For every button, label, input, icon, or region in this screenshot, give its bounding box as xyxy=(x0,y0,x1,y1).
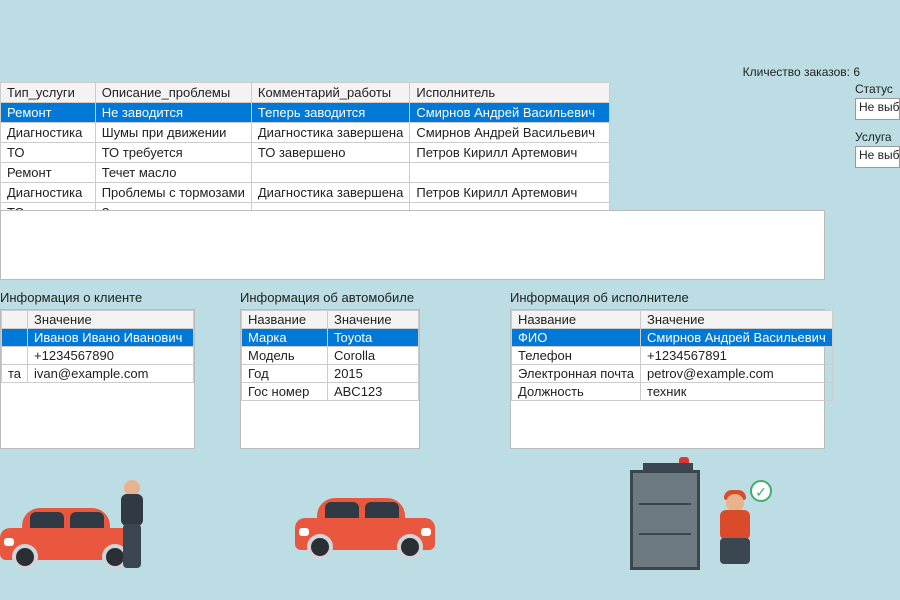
orders-count-label: Кличество заказов: 6 xyxy=(743,65,860,79)
column-header[interactable]: Название xyxy=(242,311,328,329)
cell[interactable]: +1234567890 xyxy=(28,347,194,365)
cell[interactable]: Должность xyxy=(512,383,641,401)
cell[interactable]: Диагностика xyxy=(1,123,96,143)
column-header[interactable]: Значение xyxy=(641,311,833,329)
cell[interactable]: Гос номер xyxy=(242,383,328,401)
cell[interactable]: Петров Кирилл Артемович xyxy=(410,183,610,203)
column-header[interactable]: Значение xyxy=(28,311,194,329)
cell[interactable] xyxy=(2,347,28,365)
orders-row[interactable]: ДиагностикаШумы при движенииДиагностика … xyxy=(1,123,610,143)
cell[interactable] xyxy=(2,329,28,347)
cell[interactable]: 2015 xyxy=(327,365,418,383)
cell[interactable]: petrov@example.com xyxy=(641,365,833,383)
spacer-panel xyxy=(0,210,825,280)
cell[interactable]: ФИО xyxy=(512,329,641,347)
cell[interactable]: Смирнов Андрей Васильевич xyxy=(641,329,833,347)
client-row[interactable]: Иванов Ивано Иванович xyxy=(2,329,194,347)
cell[interactable]: Электронная почта xyxy=(512,365,641,383)
column-header[interactable]: Исполнитель xyxy=(410,83,610,103)
cell[interactable]: Toyota xyxy=(327,329,418,347)
cell[interactable]: Теперь заводится xyxy=(251,103,409,123)
car-row[interactable]: МодельCorolla xyxy=(242,347,419,365)
executor-row[interactable]: Электронная почтаpetrov@example.com xyxy=(512,365,833,383)
column-header[interactable]: Тип_услуги xyxy=(1,83,96,103)
column-header[interactable]: Значение xyxy=(327,311,418,329)
column-header[interactable] xyxy=(2,311,28,329)
cell[interactable]: техник xyxy=(641,383,833,401)
car-info-title: Информация об автомобиле xyxy=(240,290,420,305)
cell[interactable]: ТО завершено xyxy=(251,143,409,163)
cell[interactable]: Течет масло xyxy=(95,163,251,183)
column-header[interactable]: Описание_проблемы xyxy=(95,83,251,103)
cell[interactable]: Иванов Ивано Иванович xyxy=(28,329,194,347)
executor-info-title: Информация об исполнителе xyxy=(510,290,825,305)
executor-info-grid[interactable]: НазваниеЗначение ФИОСмирнов Андрей Васил… xyxy=(511,310,833,401)
column-header[interactable]: Название xyxy=(512,311,641,329)
client-illustration xyxy=(0,500,140,570)
cell[interactable]: ABC123 xyxy=(327,383,418,401)
cell[interactable] xyxy=(410,163,610,183)
service-filter-label: Услуга xyxy=(855,130,900,144)
cell[interactable]: Марка xyxy=(242,329,328,347)
cell[interactable]: Диагностика завершена xyxy=(251,123,409,143)
cell[interactable] xyxy=(251,163,409,183)
service-filter-select[interactable]: Не выбрано xyxy=(855,146,900,168)
cell[interactable]: Не заводится xyxy=(95,103,251,123)
column-header[interactable]: Комментарий_работы xyxy=(251,83,409,103)
status-filter-label: Статус xyxy=(855,82,900,96)
executor-row[interactable]: Должностьтехник xyxy=(512,383,833,401)
orders-grid[interactable]: Тип_услугиОписание_проблемыКомментарий_р… xyxy=(0,82,610,223)
cell[interactable]: та xyxy=(2,365,28,383)
cell[interactable]: Петров Кирилл Артемович xyxy=(410,143,610,163)
cell[interactable]: Диагностика завершена xyxy=(251,183,409,203)
client-info-title: Информация о клиенте xyxy=(0,290,195,305)
client-row[interactable]: таivan@example.com xyxy=(2,365,194,383)
client-info-grid[interactable]: Значение Иванов Ивано Иванович+123456789… xyxy=(1,310,194,383)
cell[interactable]: Модель xyxy=(242,347,328,365)
status-filter-select[interactable]: Не выбрано xyxy=(855,98,900,120)
cell[interactable]: Диагностика xyxy=(1,183,96,203)
executor-row[interactable]: ФИОСмирнов Андрей Васильевич xyxy=(512,329,833,347)
client-row[interactable]: +1234567890 xyxy=(2,347,194,365)
car-row[interactable]: Гос номерABC123 xyxy=(242,383,419,401)
car-row[interactable]: Год2015 xyxy=(242,365,419,383)
cell[interactable]: Телефон xyxy=(512,347,641,365)
car-illustration xyxy=(295,490,435,560)
cell[interactable]: +1234567891 xyxy=(641,347,833,365)
cell[interactable]: ТО xyxy=(1,143,96,163)
cell[interactable]: Смирнов Андрей Васильевич xyxy=(410,123,610,143)
car-info-grid[interactable]: НазваниеЗначение МаркаToyotaМодельCoroll… xyxy=(241,310,419,401)
orders-row[interactable]: РемонтТечет масло xyxy=(1,163,610,183)
cell[interactable]: Ремонт xyxy=(1,163,96,183)
mechanic-illustration: ✓ xyxy=(630,460,830,570)
cell[interactable]: Corolla xyxy=(327,347,418,365)
cell[interactable]: ТО требуется xyxy=(95,143,251,163)
cell[interactable]: Смирнов Андрей Васильевич xyxy=(410,103,610,123)
cell[interactable]: ivan@example.com xyxy=(28,365,194,383)
cell[interactable]: Шумы при движении xyxy=(95,123,251,143)
cell[interactable]: Проблемы с тормозами xyxy=(95,183,251,203)
executor-row[interactable]: Телефон+1234567891 xyxy=(512,347,833,365)
cell[interactable]: Ремонт xyxy=(1,103,96,123)
orders-row[interactable]: ДиагностикаПроблемы с тормозамиДиагности… xyxy=(1,183,610,203)
orders-row[interactable]: РемонтНе заводитсяТеперь заводитсяСмирно… xyxy=(1,103,610,123)
orders-row[interactable]: ТОТО требуетсяТО завершеноПетров Кирилл … xyxy=(1,143,610,163)
car-row[interactable]: МаркаToyota xyxy=(242,329,419,347)
cell[interactable]: Год xyxy=(242,365,328,383)
